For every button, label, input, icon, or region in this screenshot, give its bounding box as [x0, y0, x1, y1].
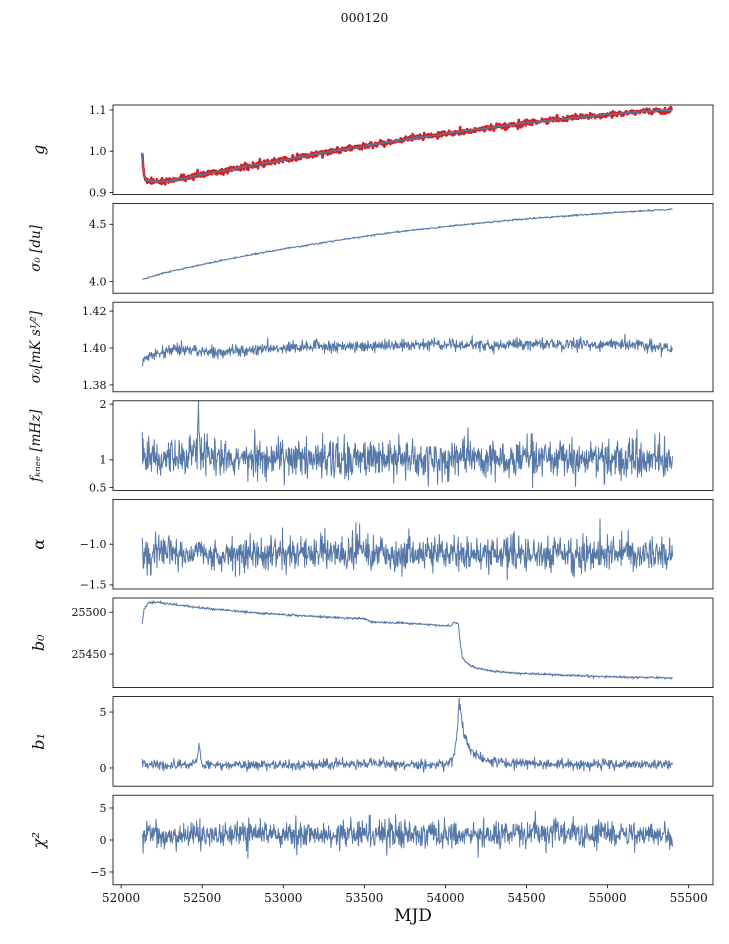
x-tick-label: 52500	[183, 891, 221, 905]
x-tick-label: 53500	[345, 891, 383, 905]
y-tick-label: −5	[90, 866, 106, 879]
y-axis-label-alpha: α	[29, 539, 48, 550]
y-tick-label: 5	[100, 706, 107, 719]
panel-frame	[112, 203, 714, 294]
x-tick-label: 55000	[589, 891, 627, 905]
series-sigma0-du-series	[142, 208, 673, 280]
panel-frame	[112, 104, 714, 195]
y-tick-label: 0	[100, 762, 107, 775]
y-tick-label: 1.40	[82, 342, 107, 355]
panel-frame	[112, 400, 714, 491]
x-tick-label: 54500	[507, 891, 545, 905]
panel-sigma0-du: 4.0 4.5 σ₀ [du]	[28, 203, 714, 294]
panel-b0: 25450 25500 b₀	[29, 597, 714, 688]
panel-frame	[112, 301, 714, 393]
y-tick-label: 25500	[72, 606, 107, 619]
panel-alpha: −1.5 −1.0 α	[29, 498, 714, 592]
series-fknee-series	[141, 400, 673, 489]
y-tick-label: −1.5	[80, 579, 107, 592]
series-g-fit-red	[140, 105, 674, 186]
y-tick-label: 1	[100, 454, 107, 467]
series-chi2-series	[141, 810, 673, 859]
y-axis-label-fknee: fₖₙₑₑ [mHz]	[28, 409, 44, 483]
x-tick-label: 55500	[670, 891, 708, 905]
series-sigma0-mK-series	[141, 333, 673, 367]
y-tick-label: 0.5	[89, 481, 107, 494]
panel-fknee: 0.5 1 2 fₖₙₑₑ [mHz]	[28, 398, 714, 494]
panel-sigma0-mK: 1.38 1.40 1.42 σ₀[mK s¹⁄²]	[28, 301, 714, 393]
x-tick-label: 54000	[426, 891, 464, 905]
series-alpha-series	[141, 518, 673, 581]
y-tick-label: 1.42	[82, 305, 107, 318]
y-axis-label-b0: b₀	[29, 634, 48, 651]
series-g-blue	[141, 108, 673, 183]
series-b1-series	[141, 697, 673, 773]
y-tick-label: 4.5	[89, 218, 107, 231]
x-tick-label: 52000	[102, 891, 140, 905]
y-tick-label: 2	[100, 398, 107, 411]
y-axis-label-sigma0-mK: σ₀[mK s¹⁄²]	[28, 310, 44, 383]
y-tick-label: 1.1	[89, 104, 107, 117]
series-b0-series	[141, 600, 673, 680]
y-tick-label: 1.38	[82, 379, 107, 392]
panel-b1: 0 5 b₁	[29, 696, 714, 787]
y-axis-label-sigma0-du: σ₀ [du]	[28, 224, 44, 272]
y-axis-label-chi2: χ²	[29, 832, 48, 849]
y-tick-label: 0	[100, 834, 107, 847]
panel-g: 0.9 1.0 1.1 g	[29, 104, 714, 199]
y-tick-label: 5	[100, 802, 107, 815]
panel-chi2: −5 0 5 χ²	[29, 794, 714, 886]
x-axis-title: MJD	[394, 906, 432, 926]
y-tick-label: −1.0	[80, 538, 107, 551]
y-axis-label-b1: b₁	[29, 733, 48, 750]
panel-frame	[112, 696, 714, 787]
y-axis-label-g: g	[29, 145, 48, 155]
y-tick-label: 4.0	[89, 276, 107, 289]
panel-frame	[112, 597, 714, 688]
y-tick-label: 25450	[72, 648, 107, 661]
figure-title: 000120	[340, 10, 389, 25]
x-tick-label: 53000	[264, 891, 302, 905]
y-tick-label: 0.9	[89, 186, 107, 199]
y-tick-label: 1.0	[89, 145, 107, 158]
